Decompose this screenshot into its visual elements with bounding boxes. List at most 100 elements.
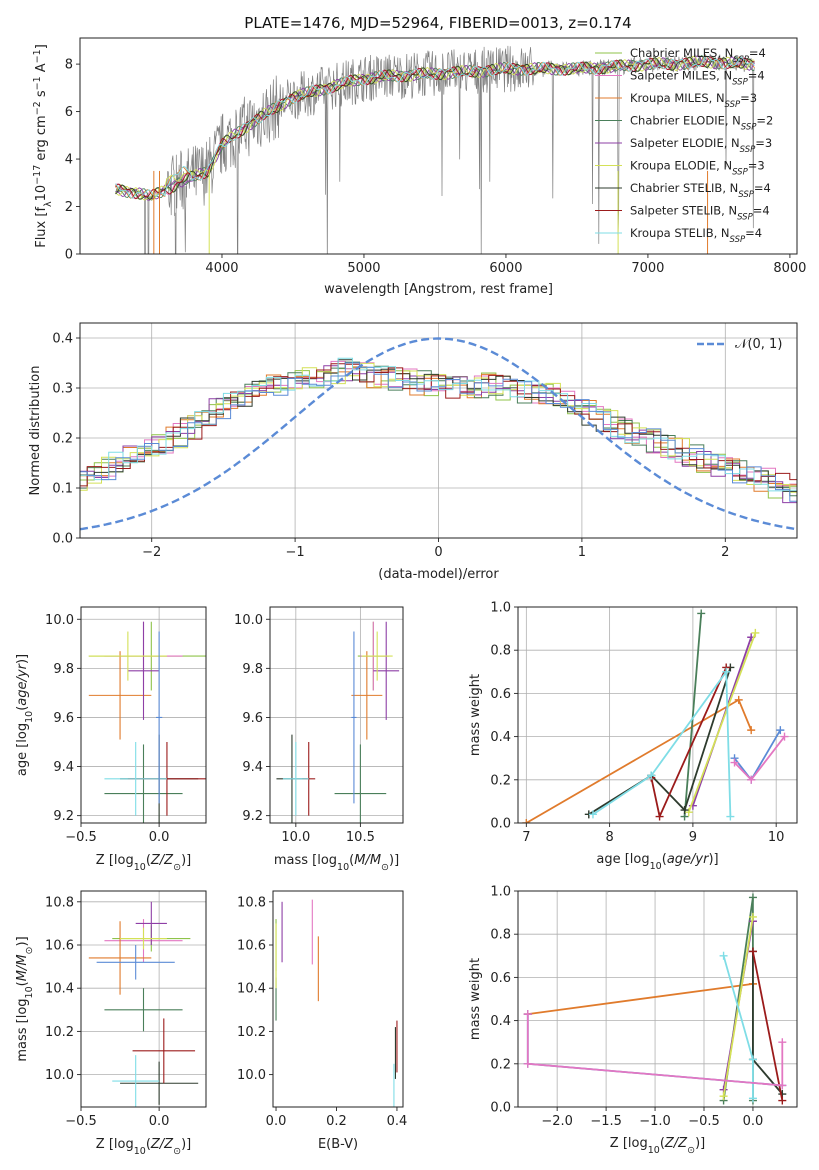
age_vs_mass-x-label-part: 10 (337, 862, 349, 873)
legend-normal-label: 𝒩(0, 1) (735, 337, 782, 352)
spectrum-y-label-part: λ (43, 201, 54, 207)
normal-curve (80, 337, 795, 531)
legend-entry-sub: SSP (730, 235, 746, 245)
y-tick-label: 10.6 (237, 939, 266, 954)
age_vs_Z-x-label-part: ⊙ (173, 862, 181, 873)
y-tick-label: 9.8 (242, 662, 263, 677)
weight_vs_age-x-label: age [log10(age/yr)] (596, 852, 718, 872)
legend-entry-text: Salpeter ELODIE, N (630, 136, 740, 150)
x-tick-label: −1.5 (590, 1114, 622, 1129)
x-tick-label: 6000 (489, 261, 522, 276)
axes-frame (269, 606, 404, 824)
spectrum-y-label-part: A (34, 63, 49, 76)
y-tick-label: 10.4 (237, 982, 266, 997)
weight_vs_age-x-label-part: )] (708, 852, 718, 867)
legend-entry-text: Kroupa STELIB, N (630, 226, 730, 240)
legend-entry: Chabrier ELODIE, NSSP=2 (630, 114, 773, 133)
weight-point-marker (748, 912, 757, 921)
weight-point-marker (748, 1094, 757, 1103)
age_vs_Z-y-label-part: age [log (15, 723, 30, 776)
spectrum-y-label-part: ] (34, 44, 49, 49)
weight_vs_Z-x-label-part: )] (695, 1136, 705, 1151)
y-tick-label: 10.8 (45, 895, 74, 910)
age_vs_mass-x-label-part: ( (349, 853, 354, 868)
weight-point-marker (719, 951, 728, 960)
y-tick-label: 0.6 (490, 971, 511, 986)
spectrum-y-label: Flux [fλ10−17 erg cm−2 s−1 A−1] (32, 44, 54, 248)
spectrum-y-label-part: −17 (32, 165, 43, 185)
y-tick-label: 9.8 (53, 662, 74, 677)
legend-entry-tail: =3 (740, 91, 757, 105)
age_vs_mass-x-label-part: )] (389, 853, 399, 868)
y-tick-label: 9.6 (53, 711, 74, 726)
mass_vs_Z-x-label-part: ( (146, 1137, 151, 1152)
x-tick-label: 0 (434, 545, 442, 560)
figure-panels: 4000 5000 6000 7000 8000 0 2 4 6 8 wavelength [Ang… (15, 37, 806, 1157)
weight_vs_age-x-label-part: 10 (650, 861, 662, 872)
legend-entry-tail: =3 (755, 136, 772, 150)
y-tick-label: 0.0 (490, 1101, 511, 1116)
y-tick-label: 9.4 (53, 760, 74, 775)
weight_vs_Z-x-label-part: Z [log (610, 1136, 648, 1151)
weight_vs_Z-axes: −2.0 −1.5 −1.0 −0.5 0.0 0.0 0.2 0.4 0.6 0.8 1.0 Z [… (468, 885, 798, 1156)
age_vs_Z-y-label-part: age/yr (15, 662, 30, 705)
y-tick-label: 10.0 (234, 613, 263, 628)
weight-series-line (687, 632, 757, 813)
weight-point-marker (722, 667, 731, 676)
weight-point-marker (684, 808, 693, 817)
weight-point-marker (776, 726, 785, 735)
spectrum-y-label-part: erg cm (34, 115, 49, 164)
age_vs_Z-x-label-part: 10 (134, 862, 146, 873)
legend-entry-sub: SSP (737, 213, 753, 223)
legend-entry-sub: SSP (741, 123, 757, 133)
histogram-step-line (80, 357, 797, 505)
y-tick-label: 0.4 (490, 1014, 511, 1029)
weight-point-marker (719, 1092, 728, 1101)
legend-entry-tail: =2 (756, 114, 773, 128)
legend-entry-sub: SSP (733, 55, 749, 65)
weight-series-line (527, 983, 754, 1015)
mass_vs_EBV-x-label: E(B-V) (318, 1137, 358, 1152)
weight_vs_age-x-label-part: age/yr (667, 852, 710, 867)
legend-entry: Kroupa MILES, NSSP=3 (630, 91, 757, 110)
y-tick-label: 0.0 (52, 532, 73, 547)
spectrum-y-label-part: −1 (32, 76, 43, 90)
x-tick-label: 7 (522, 830, 530, 845)
mass_vs_EBV-plot (275, 899, 398, 1107)
weight_vs_age-plot (522, 609, 789, 823)
mass_vs_Z-y-label: mass [log10(M/M⊙)] (15, 936, 35, 1061)
y-tick-label: 9.2 (53, 809, 74, 824)
y-tick-label: 10.0 (45, 1068, 74, 1083)
weight-point-marker (778, 1038, 787, 1047)
x-tick-label: 8000 (773, 261, 806, 276)
legend-entry-text: Chabrier MILES, N (630, 46, 733, 60)
age_vs_Z-y-label-part: )] (15, 654, 30, 664)
residual-x-label: (data-model)/error (378, 567, 499, 582)
legend-entry-sub: SSP (732, 78, 748, 88)
legend-entry: Salpeter MILES, NSSP=4 (630, 69, 765, 88)
weight_vs_age-x-label-part: ( (662, 852, 667, 867)
x-tick-label: −2 (142, 545, 161, 560)
mass_vs_Z-x-label-part: )] (181, 1137, 191, 1152)
age_vs_mass-axes: 10.0 10.5 9.2 9.4 9.6 9.8 10.0 mass [log10(M/M⊙… (234, 606, 404, 873)
x-tick-label: 10.5 (346, 830, 375, 845)
weight_vs_Z-x-label-part: ⊙ (687, 1145, 695, 1156)
weight-point-marker (522, 819, 531, 823)
spectrum-y-label-part: −1 (32, 49, 43, 63)
weight_vs_age-y-label: mass weight (468, 674, 483, 756)
legend-entry: Salpeter STELIB, NSSP=4 (630, 204, 770, 223)
legend-entry-text: Chabrier STELIB, N (630, 181, 738, 195)
legend-entry-sub: SSP (725, 100, 741, 110)
weight_vs_Z-x-label-part: 10 (648, 1145, 660, 1156)
mass_vs_Z-x-label-part: Z [log (96, 1137, 134, 1152)
residual-plot (80, 337, 797, 531)
weight_vs_Z-x-label-part: ( (660, 1136, 665, 1151)
y-tick-label: 0.6 (490, 687, 511, 702)
y-tick-label: 10.2 (45, 1025, 74, 1040)
y-tick-label: 10.6 (45, 939, 74, 954)
axes-frame (272, 890, 404, 1108)
weight-point-marker (734, 695, 743, 704)
spectrum-plot (115, 45, 755, 254)
model-spectrum-line (115, 55, 755, 201)
x-tick-label: 10.0 (281, 830, 310, 845)
